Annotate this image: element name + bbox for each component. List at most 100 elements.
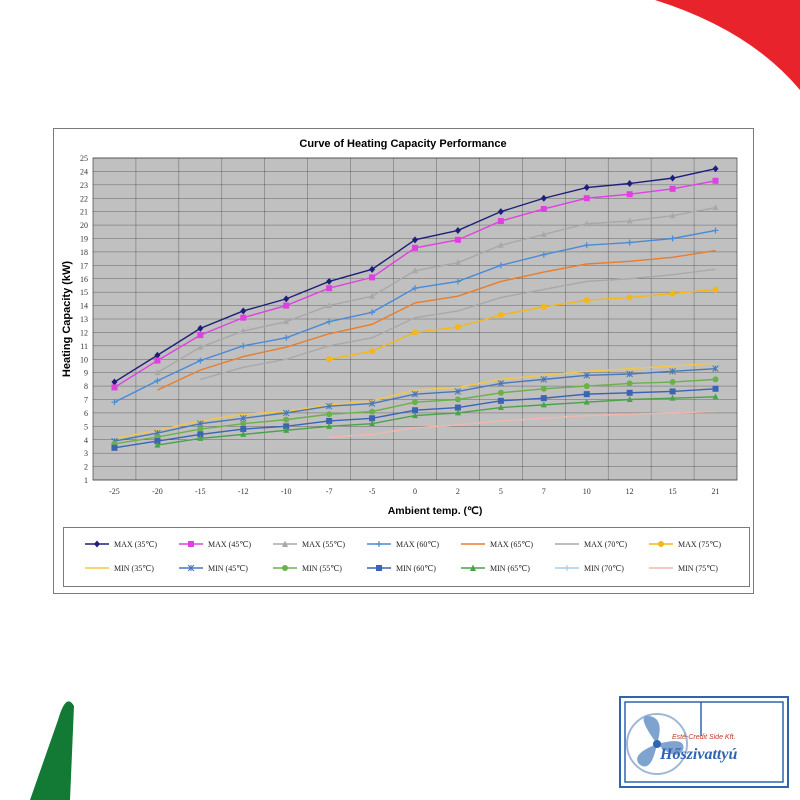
y-tick-label: 16 (80, 275, 88, 284)
data-point-11 (154, 441, 161, 448)
data-point-2 (369, 292, 376, 299)
data-point-9 (583, 383, 590, 390)
data-point-8 (669, 367, 676, 375)
legend-item: MIN (75℃) (648, 561, 718, 575)
x-tick-label: -10 (281, 487, 292, 496)
data-point-8 (325, 402, 333, 410)
data-point-1 (712, 177, 719, 184)
data-point-2 (497, 241, 504, 248)
logo-company-name: Esté-Credit Side Kft. (672, 734, 736, 741)
y-tick-label: 14 (80, 302, 88, 311)
data-point-9 (712, 376, 719, 383)
company-logo (619, 696, 789, 788)
data-point-1 (583, 195, 590, 202)
data-point-1 (197, 332, 204, 339)
data-point-11 (412, 412, 418, 419)
data-point-10 (712, 385, 719, 392)
y-tick-label: 9 (84, 369, 88, 378)
logo-brand-name: Hőszivattyú (660, 746, 738, 763)
legend-item: MIN (45℃) (178, 561, 248, 575)
data-point-11 (626, 396, 633, 402)
data-point-10 (326, 417, 333, 424)
legend-item: MIN (70℃) (554, 561, 624, 575)
data-point-11 (240, 430, 247, 437)
data-point-1 (240, 314, 247, 321)
data-point-8 (583, 371, 591, 379)
x-tick-label: 12 (626, 487, 634, 496)
legend-label: MIN (55℃) (302, 563, 342, 573)
y-tick-label: 5 (84, 422, 88, 431)
data-point-6 (540, 303, 547, 310)
data-point-10 (669, 388, 676, 395)
data-point-2 (240, 327, 247, 334)
legend-label: MIN (45℃) (208, 563, 248, 573)
data-point-10 (412, 407, 418, 414)
data-point-11 (540, 401, 547, 408)
data-point-9 (454, 396, 461, 403)
data-point-1 (497, 218, 504, 225)
data-point-3 (111, 399, 118, 406)
data-point-2 (669, 212, 676, 219)
data-point-10 (283, 423, 290, 430)
legend-item: MIN (55℃) (272, 561, 342, 575)
y-tick-label: 13 (80, 315, 88, 324)
y-tick-label: 22 (80, 194, 88, 203)
data-point-2 (540, 230, 547, 237)
y-tick-label: 4 (84, 436, 88, 445)
data-point-11 (197, 434, 204, 441)
x-tick-label: -25 (109, 487, 120, 496)
data-point-8 (454, 388, 462, 395)
x-tick-label: -12 (238, 487, 249, 496)
data-point-8 (239, 414, 247, 422)
data-point-8 (497, 380, 505, 387)
data-point-2 (154, 369, 161, 376)
x-axis-label: Ambient temp. (℃) (388, 505, 483, 517)
data-point-11 (712, 393, 719, 400)
data-point-9 (197, 426, 204, 433)
legend-label: MAX (75℃) (678, 539, 721, 549)
data-point-0 (583, 184, 590, 192)
legend-swatch (555, 543, 579, 545)
y-tick-label: 17 (80, 261, 88, 270)
data-point-6 (712, 286, 719, 293)
data-point-3 (240, 342, 247, 349)
y-tick-label: 6 (84, 409, 88, 418)
legend-item: MIN (65℃) (460, 561, 530, 575)
y-tick-label: 7 (84, 396, 88, 405)
x-tick-label: 15 (669, 487, 677, 496)
data-point-1 (111, 384, 118, 391)
legend-label: MAX (70℃) (584, 539, 627, 549)
legend-item: MAX (70℃) (554, 537, 627, 551)
data-point-0 (326, 277, 333, 285)
data-point-1 (283, 302, 290, 309)
chart-plot: 1234567891011121314151617181920212223242… (61, 154, 738, 517)
data-point-10 (497, 397, 504, 404)
data-point-2 (626, 217, 633, 224)
data-point-3 (540, 251, 547, 258)
data-point-0 (369, 265, 376, 273)
x-tick-label: 0 (413, 487, 417, 496)
legend-swatch (649, 541, 673, 547)
data-point-1 (326, 285, 333, 292)
data-point-0 (626, 179, 633, 187)
legend-item: MAX (35℃) (84, 537, 157, 551)
data-point-0 (712, 165, 719, 173)
data-point-1 (369, 274, 376, 281)
legend-item: MAX (65℃) (460, 537, 533, 551)
data-point-8 (540, 376, 548, 383)
chart-legend: MAX (35℃) MAX (45℃) MAX (55℃) MAX (60℃) MAX … (63, 527, 750, 587)
legend-label: MAX (60℃) (396, 539, 439, 549)
data-point-2 (412, 267, 418, 274)
data-point-6 (454, 324, 461, 331)
legend-swatch (85, 567, 109, 569)
data-point-3 (712, 227, 719, 234)
legend-item: MAX (45℃) (178, 537, 251, 551)
data-point-3 (454, 278, 461, 285)
data-point-9 (326, 411, 333, 418)
data-point-3 (497, 262, 504, 269)
data-point-9 (626, 380, 633, 387)
data-point-0 (197, 324, 204, 332)
y-tick-label: 21 (80, 208, 88, 217)
legend-item: MIN (35℃) (84, 561, 154, 575)
red-swoosh-shape (655, 0, 800, 90)
